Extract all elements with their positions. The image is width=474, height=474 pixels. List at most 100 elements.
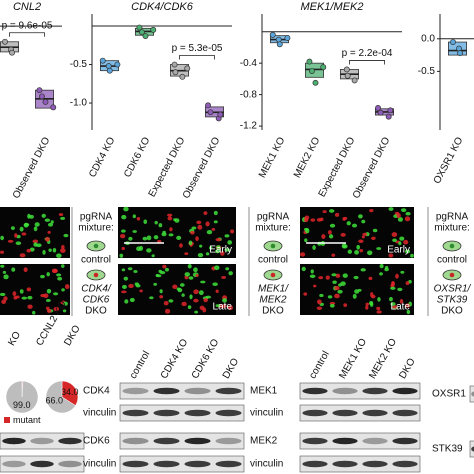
y-tick-label: -1.0 xyxy=(70,98,88,109)
cell xyxy=(16,234,21,239)
cell xyxy=(136,217,141,221)
cell xyxy=(335,273,341,278)
cell xyxy=(328,234,334,239)
cell xyxy=(391,281,395,287)
cell xyxy=(342,244,348,249)
cell xyxy=(163,301,169,306)
cell xyxy=(195,236,199,242)
cell xyxy=(127,267,133,271)
cell xyxy=(328,230,332,235)
blot-strip xyxy=(469,385,474,403)
cell xyxy=(11,267,16,272)
cell xyxy=(3,296,8,301)
cell xyxy=(159,270,166,275)
cell xyxy=(174,218,180,223)
row-label: vinculin xyxy=(250,459,283,470)
cell xyxy=(193,267,198,273)
legend-label: mutant xyxy=(13,415,41,425)
cell xyxy=(156,274,162,278)
time-label: Late xyxy=(391,302,411,313)
cell-nucleus xyxy=(270,243,276,249)
blot-band xyxy=(392,460,418,468)
cell xyxy=(153,282,158,286)
dko-label: MEK1/ xyxy=(258,284,289,295)
cell xyxy=(312,245,316,250)
cell xyxy=(166,213,173,217)
y-tick-label: -1.2 xyxy=(240,121,258,132)
p-value: p = 2.2e-04 xyxy=(342,48,393,59)
cell xyxy=(143,219,148,225)
mixture-label: mixture: xyxy=(78,223,114,234)
cell xyxy=(142,236,148,241)
cell xyxy=(181,293,185,297)
cell xyxy=(172,284,178,289)
cell xyxy=(354,250,360,255)
time-label: Late xyxy=(213,302,233,313)
cell xyxy=(27,304,33,309)
cell xyxy=(358,214,363,219)
cell xyxy=(211,227,216,231)
cell xyxy=(301,266,306,272)
cell xyxy=(189,294,193,300)
cell xyxy=(53,292,59,296)
time-label: Early xyxy=(209,245,232,256)
cell xyxy=(352,293,357,299)
blot-band xyxy=(392,387,418,395)
blot-band xyxy=(153,460,180,468)
data-point xyxy=(142,33,149,39)
cell xyxy=(371,236,376,241)
row-label: CDK6 xyxy=(83,436,110,447)
cell xyxy=(164,308,171,314)
data-point xyxy=(172,69,179,76)
cell xyxy=(190,230,195,235)
blot-band xyxy=(2,460,26,468)
cell xyxy=(362,232,368,236)
cell xyxy=(392,238,397,242)
cell xyxy=(193,298,199,303)
cell xyxy=(404,216,411,222)
cell xyxy=(310,218,316,222)
cell xyxy=(120,234,126,239)
cell xyxy=(376,247,382,250)
cell xyxy=(187,264,192,269)
control-label: control xyxy=(437,255,467,266)
cell xyxy=(191,226,197,230)
p-value: p = 5.3e-05 xyxy=(172,43,223,54)
blot-band xyxy=(332,437,358,445)
cell xyxy=(56,273,62,277)
cell xyxy=(62,309,67,313)
cell xyxy=(390,286,396,290)
cell xyxy=(317,299,322,305)
cell xyxy=(187,305,192,309)
cell xyxy=(329,223,336,228)
cell xyxy=(158,223,163,228)
cell-nucleus xyxy=(270,272,276,278)
cell xyxy=(209,246,213,250)
slice-label: 99.0 xyxy=(13,400,31,410)
cell xyxy=(3,274,9,280)
cell xyxy=(358,239,364,243)
micrograph xyxy=(0,264,70,315)
cell xyxy=(121,246,125,251)
cell xyxy=(61,264,65,268)
time-label: Early xyxy=(387,245,410,256)
cell xyxy=(48,248,52,252)
data-point xyxy=(284,35,291,41)
cell xyxy=(52,268,58,273)
cell xyxy=(200,280,206,284)
cell xyxy=(154,220,158,225)
cell xyxy=(369,209,374,213)
cell xyxy=(197,224,203,230)
cell xyxy=(365,305,369,310)
cell xyxy=(405,303,411,308)
cells xyxy=(0,213,69,258)
cell xyxy=(193,289,199,295)
cell xyxy=(388,253,394,258)
data-point xyxy=(138,29,145,36)
cell xyxy=(403,239,409,245)
cell xyxy=(153,235,159,240)
data-point xyxy=(179,73,186,80)
cell xyxy=(221,304,227,308)
cell xyxy=(42,249,46,255)
